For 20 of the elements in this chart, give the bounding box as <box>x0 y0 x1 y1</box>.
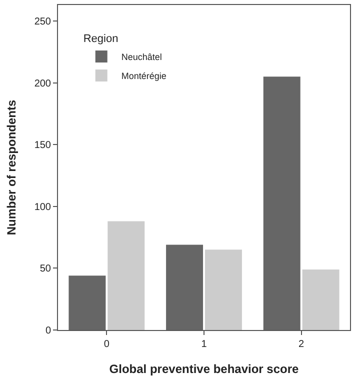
x-tick-label: 2 <box>298 339 305 350</box>
y-tick-label: 100 <box>34 202 52 213</box>
bar <box>68 276 106 330</box>
y-tick-label: 150 <box>34 140 52 152</box>
x-axis-title: Global preventive behavior score <box>109 362 300 376</box>
bar <box>166 244 204 330</box>
bar <box>204 250 242 330</box>
legend-label: Neuchâtel <box>121 52 162 62</box>
x-tick-label: 1 <box>201 339 208 350</box>
y-tick-label: 50 <box>40 264 52 275</box>
bar <box>263 76 300 330</box>
legend-title: Region <box>83 33 118 46</box>
legend-label: Montérégie <box>121 71 166 82</box>
y-tick-label: 0 <box>45 326 52 336</box>
y-axis-title: Number of respondents <box>4 100 19 236</box>
bar <box>108 221 145 330</box>
x-tick-label: 0 <box>104 339 110 350</box>
y-tick-label: 200 <box>34 78 52 90</box>
y-tick-label: 250 <box>34 16 52 28</box>
bar <box>302 269 340 330</box>
